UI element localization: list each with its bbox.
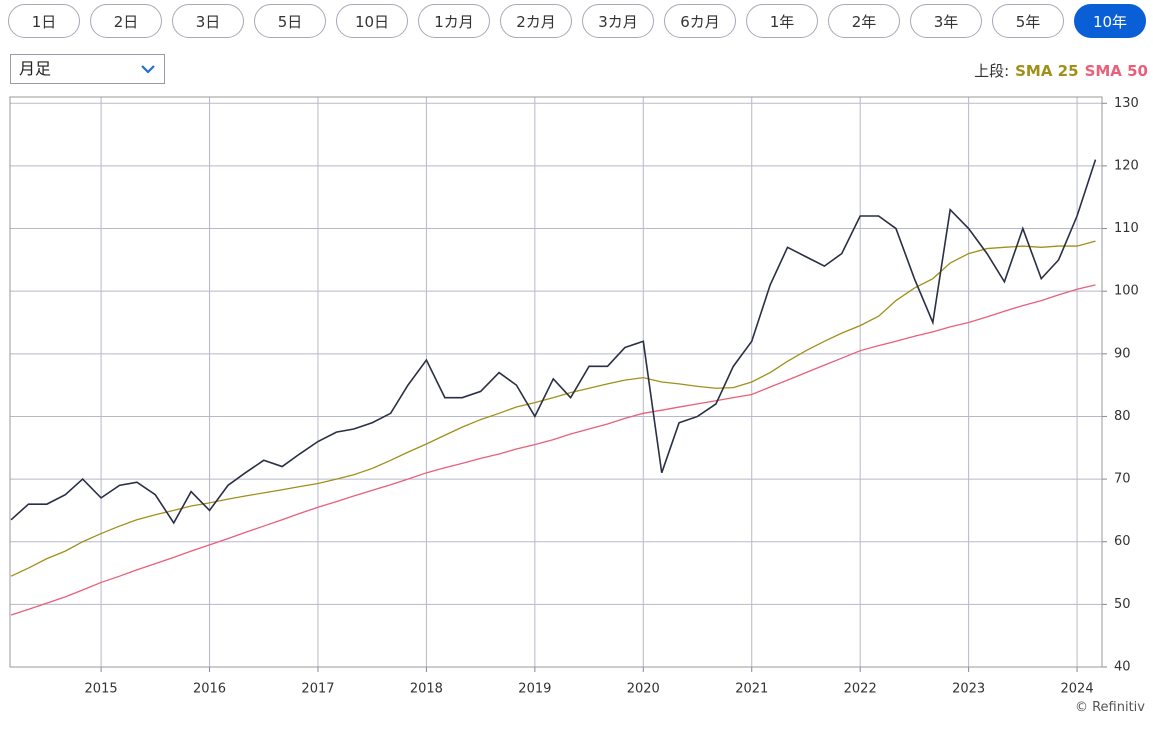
x-tick-label: 2015 <box>85 682 118 697</box>
x-tick-label: 2018 <box>410 682 443 697</box>
y-tick-label: 130 <box>1114 96 1139 111</box>
y-tick-label: 100 <box>1114 284 1139 299</box>
select-value: 月足 <box>19 59 52 78</box>
range-tab[interactable]: 1日 <box>8 4 80 38</box>
range-tab[interactable]: 5年 <box>992 4 1064 38</box>
x-tick-label: 2022 <box>844 682 877 697</box>
range-tab[interactable]: 5日 <box>254 4 326 38</box>
legend-entry: SMA 25 <box>1015 62 1079 80</box>
y-tick-label: 120 <box>1114 158 1139 173</box>
range-tab[interactable]: 2カ月 <box>500 4 572 38</box>
x-tick-label: 2019 <box>518 682 551 697</box>
x-tick-label: 2021 <box>735 682 768 697</box>
interval-select[interactable]: 月足 <box>10 54 165 84</box>
range-tab[interactable]: 10日 <box>336 4 408 38</box>
x-tick-label: 2017 <box>301 682 334 697</box>
chevron <box>141 65 155 74</box>
x-tick-label: 2016 <box>193 682 226 697</box>
range-tab[interactable]: 3カ月 <box>582 4 654 38</box>
y-tick-label: 110 <box>1114 221 1139 236</box>
legend-entry: SMA 50 <box>1084 62 1148 80</box>
series-line <box>10 284 1096 616</box>
range-tab[interactable]: 1年 <box>746 4 818 38</box>
legend-label: 上段: <box>974 62 1010 80</box>
range-tab[interactable]: 1カ月 <box>418 4 490 38</box>
plot-frame <box>9 96 1103 668</box>
range-tab[interactable]: 3日 <box>172 4 244 38</box>
range-tab[interactable]: 2年 <box>828 4 900 38</box>
range-tab[interactable]: 10年 <box>1074 4 1146 38</box>
y-tick-label: 60 <box>1114 534 1131 549</box>
y-tick-label: 90 <box>1114 346 1131 361</box>
y-tick-label: 40 <box>1114 660 1131 675</box>
credit: © Refinitiv <box>1074 700 1145 715</box>
range-tab[interactable]: 6カ月 <box>664 4 736 38</box>
y-tick-label: 50 <box>1114 597 1131 612</box>
series-line <box>10 240 1096 577</box>
legend: 上段: SMA 25 SMA 50 <box>974 60 1148 81</box>
x-tick-label: 2020 <box>627 682 660 697</box>
range-tab[interactable]: 2日 <box>90 4 162 38</box>
series-line <box>10 159 1097 525</box>
x-tick-label: 2024 <box>1061 682 1094 697</box>
range-tab[interactable]: 3年 <box>910 4 982 38</box>
y-tick-label: 80 <box>1114 409 1131 424</box>
x-tick-label: 2023 <box>952 682 985 697</box>
y-tick-label: 70 <box>1114 472 1131 487</box>
